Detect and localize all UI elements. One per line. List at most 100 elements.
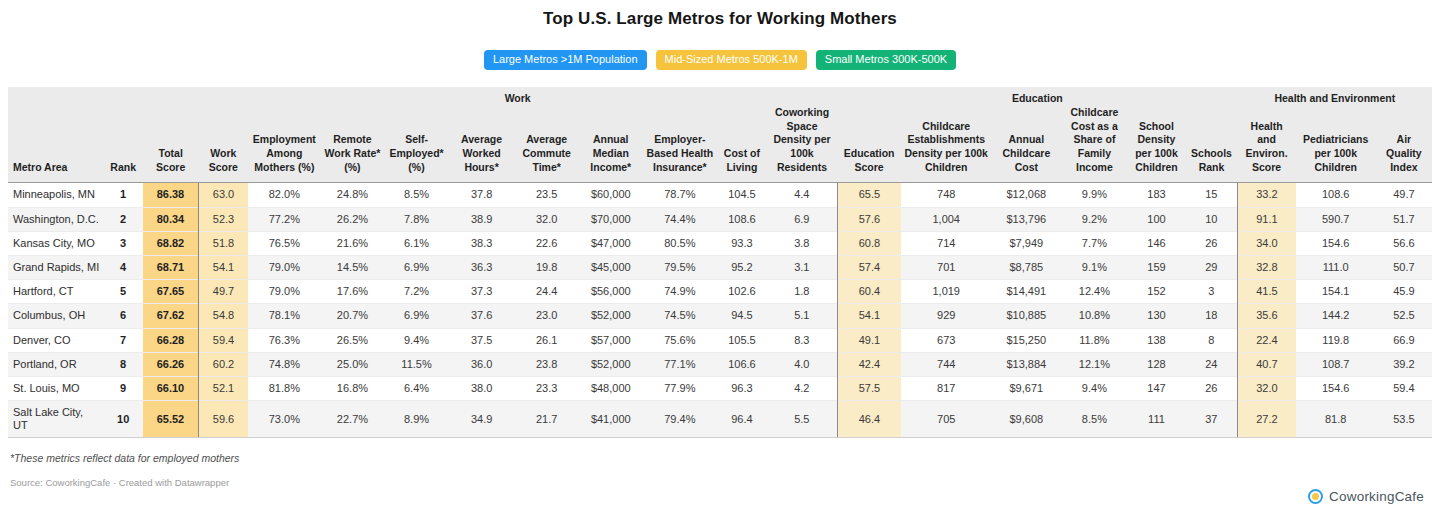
data-cell: 22.4	[1238, 328, 1296, 352]
data-cell: 95.2	[717, 255, 767, 279]
data-cell: 82.0%	[248, 183, 320, 207]
data-cell: 26.2%	[320, 207, 384, 231]
data-cell: 49.7	[1376, 183, 1432, 207]
data-cell: 32.8	[1238, 255, 1296, 279]
column-header: Annual Childcare Cost	[991, 104, 1061, 183]
data-cell: 9	[103, 376, 143, 400]
data-cell: 80.5%	[643, 231, 717, 255]
data-cell: 24	[1186, 352, 1238, 376]
data-cell: 51.8	[198, 231, 248, 255]
legend-badge-mid-sized-metros[interactable]: Mid-Sized Metros 500K-1M	[656, 50, 807, 70]
data-cell: 154.1	[1296, 280, 1376, 304]
data-cell: 714	[901, 231, 991, 255]
coworkingcafe-logo-text: CoworkingCafe	[1329, 489, 1424, 504]
data-cell: 817	[901, 376, 991, 400]
data-cell: 34.0	[1238, 231, 1296, 255]
data-cell: 8	[1186, 328, 1238, 352]
data-cell: 49.1	[837, 328, 901, 352]
data-cell: 6.9%	[384, 255, 448, 279]
data-cell: 102.6	[717, 280, 767, 304]
data-cell: 9.4%	[1061, 376, 1127, 400]
data-cell: 66.26	[143, 352, 198, 376]
data-cell: $9,671	[991, 376, 1061, 400]
data-cell: 57.5	[837, 376, 901, 400]
data-cell: 6	[103, 304, 143, 328]
column-group-row: WorkEducationHealth and Environment	[8, 87, 1432, 104]
data-cell: 10	[1186, 207, 1238, 231]
data-cell: $14,491	[991, 280, 1061, 304]
column-header: Self-Employed* (%)	[384, 104, 448, 183]
data-cell: 39.2	[1376, 352, 1432, 376]
data-cell: 60.8	[837, 231, 901, 255]
data-cell: 57.6	[837, 207, 901, 231]
data-cell: $13,796	[991, 207, 1061, 231]
data-cell: 2	[103, 207, 143, 231]
data-cell: 53.5	[1376, 401, 1432, 438]
data-cell: 128	[1127, 352, 1185, 376]
data-cell: 108.6	[717, 207, 767, 231]
data-cell: 15	[1186, 183, 1238, 207]
table-row: Salt Lake City, UT1065.5259.673.0%22.7%8…	[8, 401, 1432, 438]
data-cell: 3	[103, 231, 143, 255]
data-cell: 86.38	[143, 183, 198, 207]
legend-badge-large-metros[interactable]: Large Metros >1M Population	[484, 50, 647, 70]
data-cell: $45,000	[579, 255, 643, 279]
data-cell: 6.9%	[384, 304, 448, 328]
column-header: Employer-Based Health Insurance*	[643, 104, 717, 183]
data-cell: $41,000	[579, 401, 643, 438]
data-cell: $7,949	[991, 231, 1061, 255]
data-cell: $52,000	[579, 304, 643, 328]
data-cell: 57.4	[837, 255, 901, 279]
data-cell: 76.3%	[248, 328, 320, 352]
table-row: Minneapolis, MN186.3863.082.0%24.8%8.5%3…	[8, 183, 1432, 207]
data-cell: $13,884	[991, 352, 1061, 376]
data-cell: 33.2	[1238, 183, 1296, 207]
data-cell: 23.5	[515, 183, 579, 207]
column-header: Employment Among Mothers (%)	[248, 104, 320, 183]
data-cell: 7.7%	[1061, 231, 1127, 255]
data-cell: 46.4	[837, 401, 901, 438]
legend-badge-small-metros[interactable]: Small Metros 300K-500K	[816, 50, 956, 70]
table-row: St. Louis, MO966.1052.181.8%16.8%6.4%38.…	[8, 376, 1432, 400]
metro-cell: Washington, D.C.	[8, 207, 103, 231]
column-group-empty	[8, 87, 198, 104]
data-cell: 22.6	[515, 231, 579, 255]
data-cell: 5.5	[767, 401, 837, 438]
data-cell: 36.3	[449, 255, 515, 279]
data-cell: 77.9%	[643, 376, 717, 400]
data-cell: 6.1%	[384, 231, 448, 255]
data-cell: 96.3	[717, 376, 767, 400]
data-cell: 60.4	[837, 280, 901, 304]
metro-cell: Grand Rapids, MI	[8, 255, 103, 279]
data-cell: 51.7	[1376, 207, 1432, 231]
data-cell: 67.65	[143, 280, 198, 304]
data-cell: 5.1	[767, 304, 837, 328]
data-cell: 81.8%	[248, 376, 320, 400]
data-cell: 67.62	[143, 304, 198, 328]
data-cell: 65.52	[143, 401, 198, 438]
data-cell: 4.0	[767, 352, 837, 376]
data-cell: 25.0%	[320, 352, 384, 376]
column-group-work: Work	[198, 87, 837, 104]
data-cell: 744	[901, 352, 991, 376]
data-cell: 8.5%	[384, 183, 448, 207]
data-cell: 54.8	[198, 304, 248, 328]
column-header: School Density per 100k Children	[1127, 104, 1185, 183]
column-header: Total Score	[143, 104, 198, 183]
data-cell: 94.5	[717, 304, 767, 328]
data-cell: 11.5%	[384, 352, 448, 376]
data-cell: $12,068	[991, 183, 1061, 207]
data-cell: 54.1	[837, 304, 901, 328]
data-cell: 8.9%	[384, 401, 448, 438]
data-cell: $48,000	[579, 376, 643, 400]
data-cell: 38.3	[449, 231, 515, 255]
data-cell: 20.7%	[320, 304, 384, 328]
table-row: Columbus, OH667.6254.878.1%20.7%6.9%37.6…	[8, 304, 1432, 328]
column-header: Work Score	[198, 104, 248, 183]
data-cell: 9.1%	[1061, 255, 1127, 279]
data-cell: 21.6%	[320, 231, 384, 255]
data-cell: 79.5%	[643, 255, 717, 279]
column-header: Childcare Cost as a Share of Family Inco…	[1061, 104, 1127, 183]
data-cell: 108.7	[1296, 352, 1376, 376]
data-cell: 4.2	[767, 376, 837, 400]
